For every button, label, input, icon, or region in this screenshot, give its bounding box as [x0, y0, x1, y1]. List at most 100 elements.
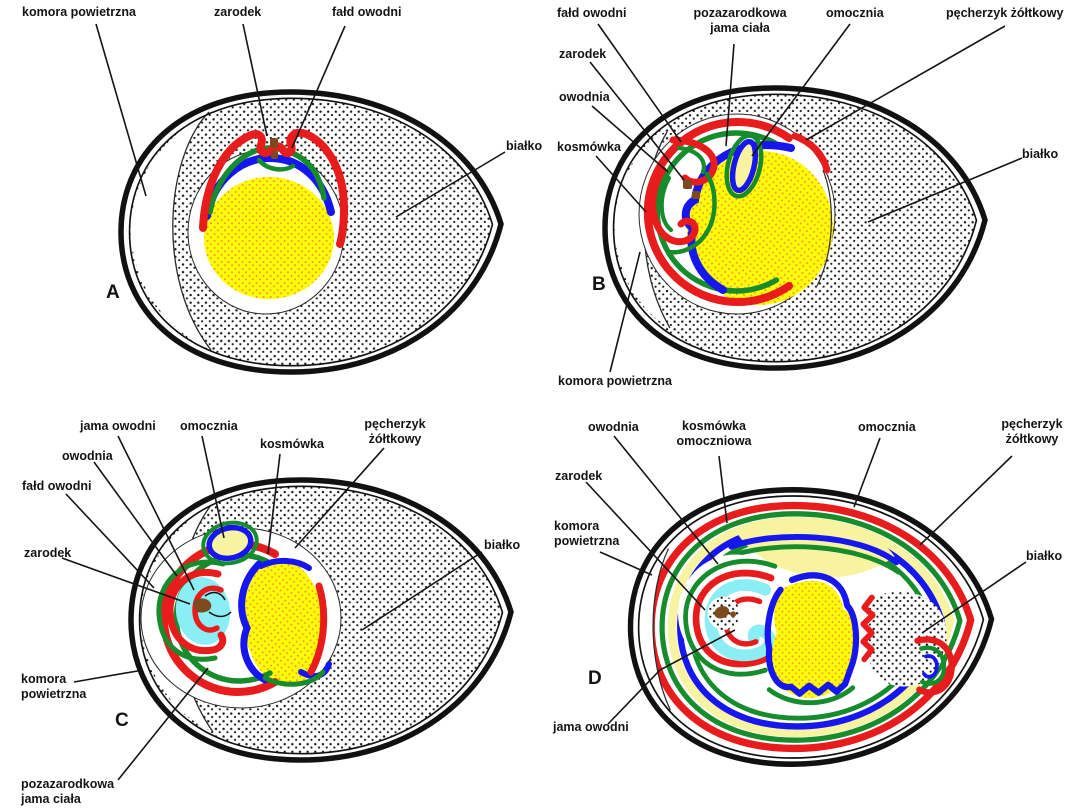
leader-c-kosmowka — [267, 453, 281, 555]
leader-b-fald-owodni — [597, 23, 682, 143]
allantois-green-edge — [726, 544, 901, 575]
label-b-kosmowka: kosmówka — [557, 140, 621, 154]
leader-c-fald-owodni — [65, 493, 155, 589]
leader-b-pecherzyk — [805, 25, 1006, 141]
leader-a-bialko — [395, 151, 506, 218]
label-b-pecherzyk-zoltkowy: pęcherzyk żółtkowy — [946, 6, 1064, 20]
leader-d-kosmowka-omoczniowa — [718, 455, 728, 524]
embryo-dot — [730, 611, 736, 618]
label-c-bialko: białko — [484, 538, 521, 552]
label-a-komora-powietrzna: komora powietrzna — [22, 5, 136, 19]
egg-panel-a — [121, 92, 501, 372]
hook-green — [919, 645, 947, 686]
hook-blue — [922, 654, 939, 679]
leader-a-fald-owodni — [291, 25, 346, 149]
label-c-komora-powietrzna: komora powietrzna — [21, 672, 87, 701]
leader-c-omocznia — [201, 435, 225, 539]
yolk-sac-membrane-blue — [238, 560, 269, 684]
label-c-pecherzyk-zoltkowy: pęcherzyk żółtkowy — [364, 417, 426, 446]
chorion-green-ring — [654, 130, 780, 294]
leader-b-bialko — [867, 157, 1023, 223]
egg-panel-d — [631, 490, 992, 764]
leader-b-kosmowka — [595, 155, 647, 213]
embryo-tail — [692, 191, 700, 199]
allantois-green-outline — [724, 133, 764, 199]
leader-b-komora — [609, 251, 641, 373]
leader-c-jama-owodni — [117, 435, 195, 591]
label-a-bialko: białko — [506, 139, 543, 153]
label-d-bialko: białko — [1026, 549, 1063, 563]
label-b-omocznia: omocznia — [826, 6, 884, 20]
leader-b-omocznia — [751, 23, 851, 157]
leader-lines — [61, 23, 1027, 781]
leader-c-pecherzyk — [294, 447, 385, 549]
yolk-sac-blue-jagged — [764, 572, 860, 697]
embryo-detail-lines — [204, 591, 232, 618]
allantois-green-outline — [201, 520, 259, 566]
leader-a-zarodek — [242, 23, 268, 137]
yolk — [771, 580, 856, 698]
label-d-owodnia: owodnia — [588, 420, 639, 434]
leader-d-pecherzyk — [919, 455, 1013, 546]
panel-letter-c: C — [115, 710, 129, 731]
allantois-blue-edge — [728, 534, 900, 566]
amnion-fold-red-upper — [669, 136, 718, 186]
allantois — [206, 524, 254, 562]
allantois — [729, 138, 759, 194]
yolk-sac-blue-top — [258, 558, 312, 571]
amnion-green-ring — [683, 558, 778, 677]
label-b-owodnia: owodnia — [559, 90, 610, 104]
embryo — [270, 138, 278, 148]
yolk-sac-red-jagged — [860, 594, 876, 663]
label-c-kosmowka: kosmówka — [260, 437, 324, 451]
label-c-fald-owodni: fałd owodni — [22, 479, 92, 493]
embryo — [714, 606, 730, 619]
label-d-omocznia: omocznia — [858, 420, 916, 434]
mesoderm-strand-green — [666, 171, 717, 255]
panel-letter-a: A — [106, 282, 120, 303]
embryo-tail — [271, 151, 278, 159]
label-b-pozazarodkowa-jama-ciala: pozazarodkowa jama ciała — [693, 6, 787, 35]
embryo — [193, 598, 212, 613]
air-chamber — [131, 112, 211, 350]
label-c-omocznia: omocznia — [180, 419, 238, 433]
label-a-fald-owodni: fałd owodni — [332, 5, 402, 19]
label-b-fald-owodni: fałd owodni — [557, 6, 627, 20]
leader-b-pozazarodkowa — [725, 43, 735, 147]
albumen-remnant — [865, 591, 947, 687]
leader-d-omocznia — [853, 437, 881, 508]
chorion-red-ring — [643, 118, 793, 306]
egg-panel-b — [605, 88, 985, 368]
label-b-komora-powietrzna: komora powietrzna — [558, 374, 672, 388]
leader-c-zarodek — [61, 557, 191, 605]
air-chamber-boundary — [172, 111, 212, 351]
label-c-zarodek: zarodek — [24, 546, 72, 560]
leader-d-bialko — [921, 561, 1027, 634]
label-b-zarodek: zarodek — [559, 47, 607, 61]
embryo — [683, 180, 692, 189]
hook-red — [914, 636, 955, 696]
label-d-jama-owodni: jama owodni — [553, 720, 629, 734]
air-chamber-boundary — [652, 548, 671, 711]
panel-letter-b: B — [592, 274, 606, 295]
leader-d-komora — [599, 551, 653, 576]
yolk — [686, 151, 834, 305]
leader-c-owodnia — [93, 461, 178, 577]
leader-a-komora-powietrzna — [95, 23, 147, 197]
label-c-owodnia: owodnia — [62, 449, 113, 463]
label-c-pozazarodkowa-jama-ciala: pozazarodkowa jama ciała — [21, 777, 115, 806]
green-under-yolk — [766, 685, 856, 706]
leader-d-jama-owodni — [607, 629, 736, 725]
label-d-zarodek: zarodek — [555, 469, 603, 483]
yolk-sac-red-right — [307, 582, 328, 676]
leader-c-komora — [73, 669, 144, 683]
amnion-fold-red-lower — [649, 166, 699, 246]
leader-b-zarodek — [589, 61, 685, 181]
leader-d-zarodek — [585, 481, 706, 611]
amnion-red-ring — [166, 568, 227, 655]
amnion-cavity-cyan — [704, 579, 776, 662]
leader-d-owodnia — [613, 435, 719, 565]
label-d-kosmowka-omoczniowa: kosmówka omoczniowa — [676, 419, 752, 448]
